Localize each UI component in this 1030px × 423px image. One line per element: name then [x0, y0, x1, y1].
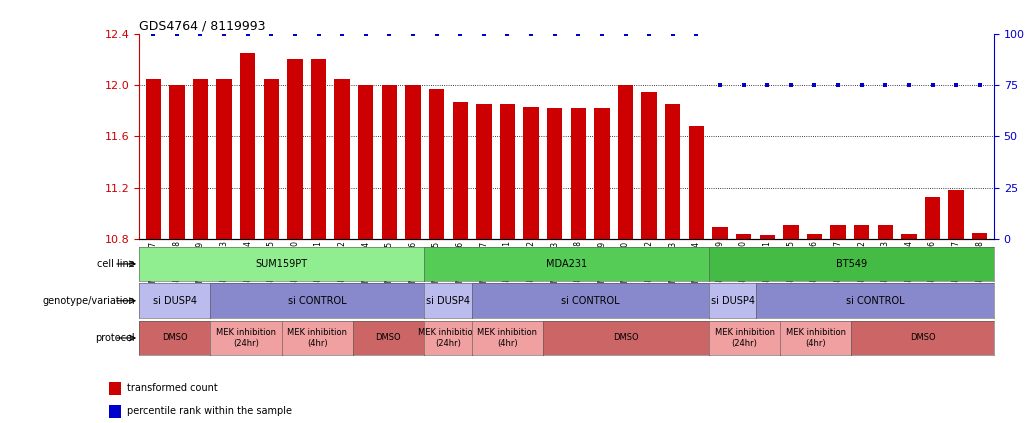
Text: DMSO: DMSO: [613, 333, 639, 343]
Bar: [547, 108, 562, 239]
Bar: [109, 382, 122, 395]
Point: [310, 30, 327, 37]
Text: cell line: cell line: [97, 259, 135, 269]
Point: [854, 82, 870, 88]
Point: [593, 30, 610, 37]
Text: transformed count: transformed count: [127, 383, 217, 393]
Point: [900, 82, 917, 88]
Bar: [335, 79, 350, 239]
Text: BT549: BT549: [836, 259, 867, 269]
Text: si CONTROL: si CONTROL: [287, 296, 346, 306]
Bar: [713, 228, 727, 239]
Text: DMSO: DMSO: [376, 333, 402, 343]
Point: [664, 30, 681, 37]
Point: [169, 30, 185, 37]
Text: si DUSP4: si DUSP4: [152, 296, 197, 306]
Text: MEK inhibition
(24hr): MEK inhibition (24hr): [216, 328, 276, 348]
Text: genotype/variation: genotype/variation: [42, 296, 135, 306]
Bar: [949, 190, 964, 239]
Point: [783, 82, 799, 88]
Bar: [830, 225, 846, 239]
Point: [263, 30, 279, 37]
Point: [641, 30, 657, 37]
Point: [193, 30, 209, 37]
Point: [735, 82, 752, 88]
Text: MEK inhibition
(4hr): MEK inhibition (4hr): [786, 328, 846, 348]
Point: [806, 82, 823, 88]
Point: [971, 82, 988, 88]
Bar: [428, 89, 444, 239]
Text: protocol: protocol: [95, 333, 135, 343]
Point: [452, 30, 469, 37]
Point: [712, 82, 728, 88]
Text: percentile rank within the sample: percentile rank within the sample: [127, 406, 291, 416]
Text: si DUSP4: si DUSP4: [425, 296, 470, 306]
Text: GDS4764 / 8119993: GDS4764 / 8119993: [139, 20, 266, 33]
Text: MEK inhibition
(24hr): MEK inhibition (24hr): [715, 328, 775, 348]
Point: [405, 30, 421, 37]
Point: [239, 30, 255, 37]
Point: [216, 30, 233, 37]
Text: si DUSP4: si DUSP4: [711, 296, 755, 306]
Bar: [216, 79, 232, 239]
Text: si CONTROL: si CONTROL: [561, 296, 620, 306]
Bar: [806, 234, 822, 239]
Bar: [689, 126, 705, 239]
Bar: [193, 79, 208, 239]
Bar: [476, 104, 491, 239]
Point: [428, 30, 445, 37]
Bar: [759, 235, 775, 239]
Point: [523, 30, 540, 37]
Point: [286, 30, 303, 37]
Text: MEK inhibition
(24hr): MEK inhibition (24hr): [418, 328, 478, 348]
Point: [617, 30, 633, 37]
Bar: [736, 234, 751, 239]
Point: [145, 30, 162, 37]
Bar: [594, 108, 610, 239]
Point: [688, 30, 705, 37]
Text: DMSO: DMSO: [909, 333, 935, 343]
Bar: [264, 79, 279, 239]
Text: MEK inhibition
(4hr): MEK inhibition (4hr): [287, 328, 347, 348]
Text: si CONTROL: si CONTROL: [846, 296, 904, 306]
Bar: [311, 60, 327, 239]
Bar: [406, 85, 420, 239]
Text: DMSO: DMSO: [162, 333, 187, 343]
Bar: [145, 79, 161, 239]
Point: [948, 82, 964, 88]
Bar: [358, 85, 374, 239]
Bar: [642, 91, 657, 239]
Bar: [783, 225, 798, 239]
Point: [547, 30, 563, 37]
Bar: [523, 107, 539, 239]
Point: [924, 82, 940, 88]
Bar: [854, 225, 869, 239]
Bar: [240, 53, 255, 239]
Bar: [972, 233, 988, 239]
Point: [381, 30, 398, 37]
Point: [500, 30, 516, 37]
Text: MDA231: MDA231: [546, 259, 587, 269]
Point: [759, 82, 776, 88]
Bar: [109, 405, 122, 418]
Point: [830, 82, 847, 88]
Point: [357, 30, 374, 37]
Text: MEK inhibition
(4hr): MEK inhibition (4hr): [477, 328, 537, 348]
Point: [476, 30, 492, 37]
Text: SUM159PT: SUM159PT: [255, 259, 308, 269]
Bar: [571, 108, 586, 239]
Bar: [382, 85, 397, 239]
Bar: [500, 104, 515, 239]
Bar: [452, 102, 468, 239]
Bar: [618, 85, 633, 239]
Bar: [287, 60, 303, 239]
Bar: [665, 104, 681, 239]
Bar: [901, 234, 917, 239]
Point: [334, 30, 350, 37]
Bar: [878, 225, 893, 239]
Point: [878, 82, 894, 88]
Bar: [925, 197, 940, 239]
Point: [570, 30, 586, 37]
Bar: [169, 85, 184, 239]
